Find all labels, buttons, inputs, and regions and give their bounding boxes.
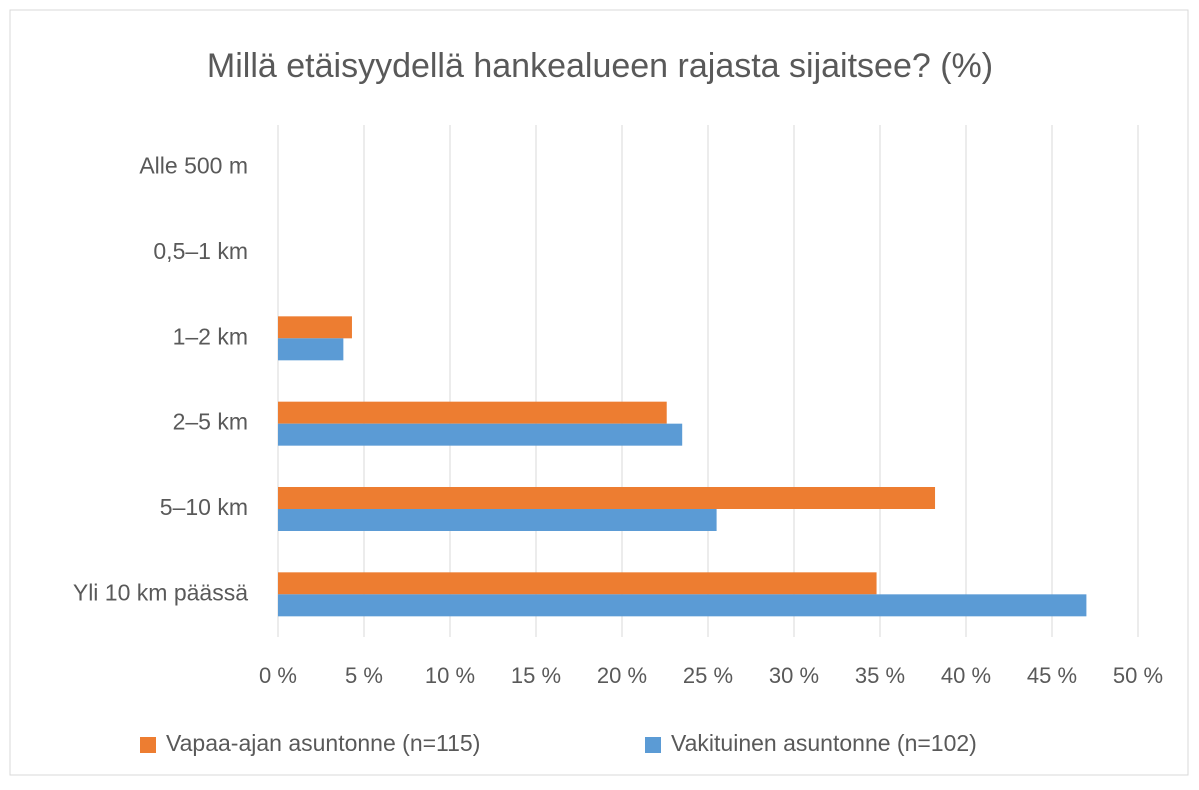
legend-label: Vapaa-ajan asuntonne (n=115) (166, 730, 480, 756)
x-tick-label: 0 % (259, 663, 297, 688)
x-tick-label: 30 % (769, 663, 819, 688)
y-tick-label: 5–10 km (160, 494, 248, 520)
y-tick-label: Yli 10 km päässä (73, 579, 248, 605)
x-tick-label: 10 % (425, 663, 475, 688)
x-tick-label: 50 % (1113, 663, 1163, 688)
bar (278, 338, 344, 361)
bar (278, 572, 877, 595)
bar (278, 594, 1087, 617)
y-tick-label: 1–2 km (173, 323, 248, 349)
y-tick-label: 2–5 km (173, 409, 248, 435)
chart-frame (9, 9, 1189, 776)
x-tick-label: 20 % (597, 663, 647, 688)
bar (278, 316, 352, 339)
x-tick-label: 45 % (1027, 663, 1077, 688)
x-tick-label: 15 % (511, 663, 561, 688)
x-tick-label: 25 % (683, 663, 733, 688)
legend-swatch (645, 737, 661, 753)
bar (278, 401, 667, 424)
legend-swatch (140, 737, 156, 753)
x-tick-label: 35 % (855, 663, 905, 688)
bar (278, 509, 717, 531)
bar (278, 423, 683, 446)
legend-label: Vakituinen asuntonne (n=102) (671, 730, 977, 756)
y-tick-label: 0,5–1 km (153, 238, 248, 264)
y-tick-label: Alle 500 m (139, 153, 248, 179)
bar (278, 487, 936, 509)
x-tick-label: 40 % (941, 663, 991, 688)
x-tick-label: 5 % (345, 663, 383, 688)
chart-title: Millä etäisyydellä hankealueen rajasta s… (207, 47, 993, 85)
